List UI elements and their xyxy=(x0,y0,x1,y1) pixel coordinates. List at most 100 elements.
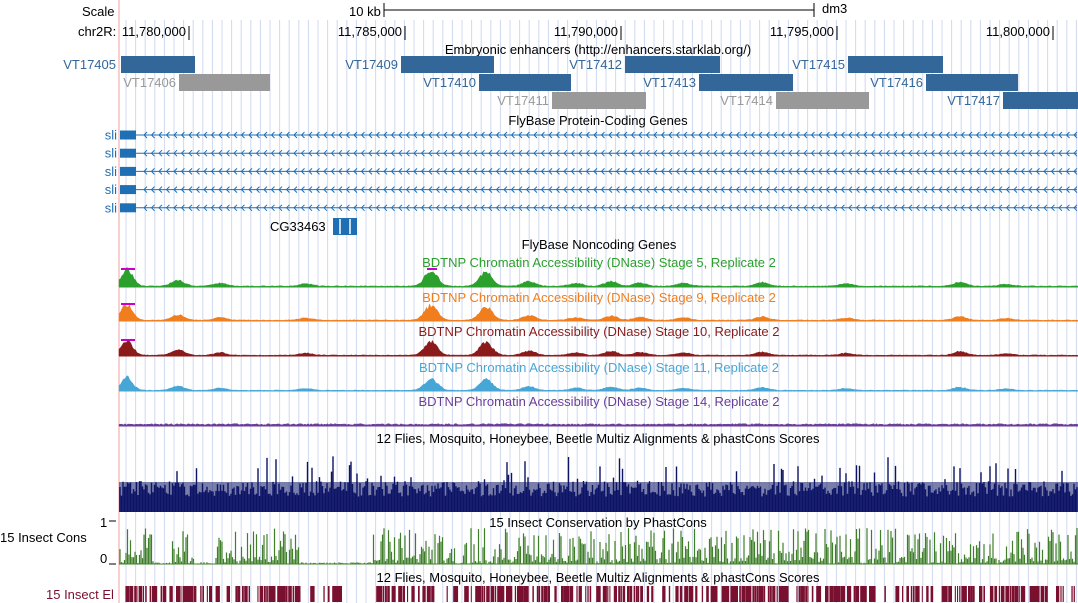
enhancer-block xyxy=(1003,92,1078,109)
enhancer-VT17411[interactable]: VT17411 xyxy=(497,92,646,109)
cons-track-title: 15 Insect Conservation by PhastCons xyxy=(489,515,707,530)
enhancers-track[interactable]: VT17405 VT17406 VT17409 VT17410 VT17411 VT174… xyxy=(63,56,1078,109)
cons-ymin-label: 0 xyxy=(100,551,107,566)
multiz-fill xyxy=(119,482,1078,512)
gene-sli-strand-arrows xyxy=(143,168,1078,175)
dnase-signal xyxy=(118,339,1078,357)
scale-label: Scale xyxy=(82,4,115,19)
gene-sli-label: sli xyxy=(105,146,117,161)
gene-sli-model[interactable]: sli xyxy=(105,146,1078,161)
enhancer-block xyxy=(121,56,195,73)
enhancer-VT17414[interactable]: VT17414 xyxy=(720,92,869,109)
gene-sli-label: sli xyxy=(105,128,117,143)
enhancers-track-title: Embryonic enhancers (http://enhancers.st… xyxy=(445,42,751,57)
gene-sli-exon xyxy=(120,130,136,140)
gene-sli-model[interactable]: sli xyxy=(105,164,1078,179)
enhancer-block xyxy=(625,56,720,73)
enhancer-label: VT17410 xyxy=(423,75,476,90)
ruler-position-label: 11,800,000 xyxy=(986,24,1050,39)
dnase-track-5[interactable]: BDTNP Chromatin Accessibility (DNase) St… xyxy=(118,394,1078,427)
dnase-clip-marker xyxy=(121,268,135,270)
enhancer-VT17413[interactable]: VT17413 xyxy=(643,74,793,91)
ruler-position-label: 11,790,000 xyxy=(554,24,618,39)
chrom-label: chr2R: xyxy=(78,24,116,39)
gene-sli-strand-arrows xyxy=(143,149,1078,157)
dnase-clip-marker xyxy=(121,339,135,341)
enhancer-label: VT17405 xyxy=(63,57,116,72)
dnase-track-title: BDTNP Chromatin Accessibility (DNase) St… xyxy=(418,394,779,409)
gene-sli-label: sli xyxy=(105,200,117,215)
enhancer-VT17415[interactable]: VT17415 xyxy=(792,56,943,73)
dnase-track-1[interactable]: BDTNP Chromatin Accessibility (DNase) St… xyxy=(118,255,1078,288)
enhancer-VT17412[interactable]: VT17412 xyxy=(569,56,720,73)
enhancer-label: VT17413 xyxy=(643,75,696,90)
cons-bars xyxy=(119,528,1078,564)
noncoding-track-title: FlyBase Noncoding Genes xyxy=(522,237,677,252)
sli-gene-models[interactable]: sli sli sli sli sli xyxy=(105,128,1078,216)
enhancer-label: VT17406 xyxy=(123,75,176,90)
gene-sli-model[interactable]: sli xyxy=(105,128,1078,143)
cons-side-label[interactable]: 15 Insect Cons xyxy=(0,530,87,545)
enhancer-label: VT17414 xyxy=(720,93,773,108)
elements-track-title: 12 Flies, Mosquito, Honeybee, Beetle Mul… xyxy=(377,570,820,585)
enhancer-block xyxy=(179,74,270,91)
gene-sli-model[interactable]: sli xyxy=(105,182,1078,197)
dnase-track-title: BDTNP Chromatin Accessibility (DNase) St… xyxy=(419,360,779,375)
elements-side-label[interactable]: 15 Insect El xyxy=(46,587,114,602)
gene-sli-label: sli xyxy=(105,182,117,197)
enhancer-VT17417[interactable]: VT17417 xyxy=(947,92,1078,109)
gene-sli-exon xyxy=(120,166,136,176)
gene-sli-model[interactable]: sli xyxy=(105,200,1078,215)
coding-genes-track-title: FlyBase Protein-Coding Genes xyxy=(508,113,688,128)
enhancer-label: VT17412 xyxy=(569,57,622,72)
dnase-signal xyxy=(118,423,1078,427)
enhancer-block xyxy=(848,56,943,73)
enhancer-block xyxy=(926,74,1018,91)
dnase-clip-marker xyxy=(121,303,135,305)
enhancer-label: VT17411 xyxy=(497,93,549,108)
enhancer-label: VT17409 xyxy=(345,57,398,72)
enhancer-block xyxy=(479,74,571,91)
multiz-track-title: 12 Flies, Mosquito, Honeybee, Beetle Mul… xyxy=(377,431,820,446)
dnase-signal xyxy=(118,303,1078,322)
cons-ymax-label: 1 xyxy=(100,515,107,530)
base-position-ruler[interactable]: Scale 10 kb dm3 chr2R: 11,780,000 11,785,… xyxy=(78,1,1054,40)
gene-sli-exon xyxy=(120,148,136,158)
enhancer-VT17405[interactable]: VT17405 xyxy=(63,56,195,73)
assembly-label: dm3 xyxy=(822,1,847,16)
gene-CG33463-block xyxy=(333,218,357,235)
enhancer-block xyxy=(552,92,646,109)
gene-sli-exon xyxy=(120,203,136,213)
dnase-track-title: BDTNP Chromatin Accessibility (DNase) St… xyxy=(422,255,776,270)
enhancer-VT17416[interactable]: VT17416 xyxy=(870,74,1018,91)
ruler-position-label: 11,785,000 xyxy=(338,24,402,39)
gene-sli-strand-arrows xyxy=(143,186,1078,193)
gene-sli-label: sli xyxy=(105,164,117,179)
gene-sli-strand-arrows xyxy=(143,204,1078,212)
scale-bar-label: 10 kb xyxy=(349,4,381,19)
elements-track[interactable] xyxy=(125,586,1075,602)
gene-sli-strand-arrows xyxy=(143,131,1078,139)
dnase-track-title: BDTNP Chromatin Accessibility (DNase) St… xyxy=(418,324,779,339)
cons-track[interactable] xyxy=(119,528,1078,565)
gene-CG33463[interactable]: CG33463 xyxy=(270,218,357,235)
dnase-track-2[interactable]: BDTNP Chromatin Accessibility (DNase) St… xyxy=(118,290,1078,322)
enhancer-block xyxy=(699,74,793,91)
enhancer-VT17410[interactable]: VT17410 xyxy=(423,74,571,91)
dnase-tracks[interactable]: BDTNP Chromatin Accessibility (DNase) St… xyxy=(118,255,1078,427)
enhancer-label: VT17416 xyxy=(870,75,923,90)
dnase-track-4[interactable]: BDTNP Chromatin Accessibility (DNase) St… xyxy=(118,360,1078,392)
enhancer-VT17409[interactable]: VT17409 xyxy=(345,56,494,73)
gene-CG33463-label: CG33463 xyxy=(270,219,326,234)
dnase-signal xyxy=(118,267,1078,288)
enhancer-label: VT17415 xyxy=(792,57,845,72)
dnase-clip-marker xyxy=(427,268,437,270)
enhancer-VT17406[interactable]: VT17406 xyxy=(123,74,270,91)
gene-sli-exon xyxy=(120,185,136,195)
elements-blocks xyxy=(125,586,1075,602)
dnase-signal xyxy=(118,375,1078,392)
dnase-track-3[interactable]: BDTNP Chromatin Accessibility (DNase) St… xyxy=(118,324,1078,357)
multiz-track[interactable] xyxy=(119,456,1078,512)
ruler-position-label: 11,780,000 xyxy=(122,24,186,39)
